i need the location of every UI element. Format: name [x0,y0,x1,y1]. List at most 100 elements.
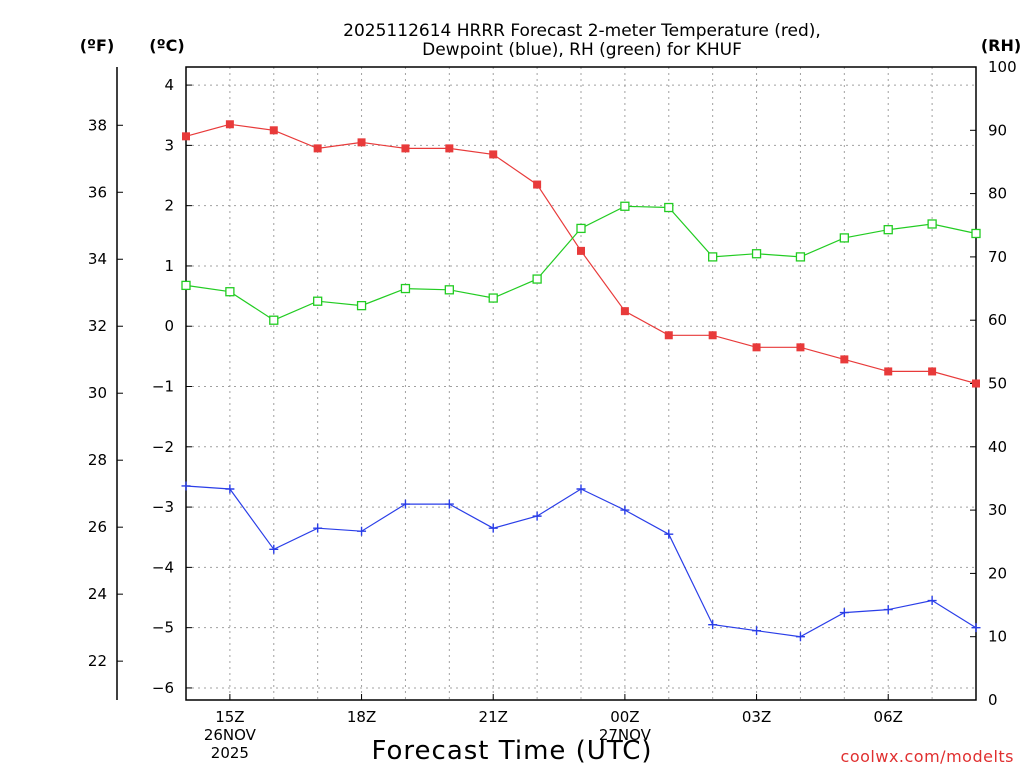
marker-dewpoint [532,511,542,521]
x-tick-label: 26NOV [204,726,257,744]
marker-dewpoint [225,484,235,494]
credit-text: coolwx.com/modelts [841,747,1014,766]
marker-dewpoint [971,623,981,633]
x-tick-label: 15Z [215,708,244,726]
rh-tick-label: 80 [988,185,1007,203]
chart-title-line-2: Dewpoint (blue), RH (green) for KHUF [422,40,742,60]
marker-temperature [884,367,893,376]
marker-rh [751,249,762,259]
marker-temperature [401,144,410,153]
x-axis-title: Forecast Time (UTC) [371,736,652,766]
x-tick-label: 06Z [874,708,903,726]
marker-rh [400,283,411,294]
celsius-tick-label: −1 [152,378,174,396]
marker-temperature [752,343,761,352]
celsius-tick-label: 3 [164,136,174,154]
fahrenheit-tick-label: 34 [88,250,107,268]
marker-dewpoint [752,626,762,636]
marker-temperature [533,180,542,189]
x-tick-label: 18Z [347,708,376,726]
fahrenheit-tick-label: 24 [88,585,107,603]
celsius-tick-label: −6 [152,679,174,697]
marker-dewpoint [576,484,586,494]
marker-dewpoint [313,523,323,533]
celsius-tick-label: 4 [164,76,174,94]
fahrenheit-tick-label: 38 [88,116,107,134]
rh-tick-label: 60 [988,311,1007,329]
axes: −6−5−4−3−2−10123422242628303234363801020… [88,58,1017,762]
marker-temperature [489,150,498,159]
marker-rh [181,280,191,291]
fahrenheit-tick-label: 32 [88,317,107,335]
series [181,120,981,642]
marker-temperature [620,307,629,316]
x-tick-label: 03Z [742,708,771,726]
marker-dewpoint [357,526,367,536]
rh-tick-label: 40 [988,438,1007,456]
rh-tick-label: 50 [988,375,1007,393]
marker-temperature [928,367,937,376]
rh-tick-label: 90 [988,121,1007,139]
plot-frame [185,66,977,701]
rh-tick-label: 0 [988,691,998,709]
marker-temperature [182,132,190,141]
marker-rh [883,225,893,235]
marker-rh [225,287,235,297]
x-tick-label: 00Z [610,708,639,726]
marker-dewpoint [488,523,498,533]
rh-axis-label: (RH) [981,36,1021,55]
marker-dewpoint [620,505,630,515]
marker-rh [708,252,718,262]
marker-rh [971,228,981,239]
marker-temperature [708,331,717,340]
marker-temperature [225,120,234,129]
marker-temperature [972,379,980,388]
celsius-tick-label: 1 [164,257,174,275]
marker-dewpoint [708,620,718,630]
marker-dewpoint [839,608,849,618]
marker-rh [313,296,323,306]
celsius-tick-label: −4 [152,558,174,576]
marker-dewpoint [664,529,674,539]
marker-dewpoint [181,481,191,491]
celsius-tick-label: −5 [152,619,174,637]
marker-dewpoint [444,499,454,509]
x-tick-label: 27NOV [599,726,652,744]
marker-rh [444,285,454,295]
fahrenheit-tick-label: 30 [88,384,107,402]
marker-temperature [796,343,805,352]
celsius-axis-label: (ºC) [149,36,184,55]
fahrenheit-tick-label: 36 [88,183,107,201]
marker-temperature [445,144,454,153]
marker-dewpoint [269,544,279,554]
fahrenheit-tick-label: 22 [88,652,107,670]
marker-temperature [313,144,322,153]
marker-rh [927,219,937,229]
marker-dewpoint [883,605,893,615]
rh-tick-label: 100 [988,58,1017,76]
fahrenheit-tick-label: 26 [88,518,107,536]
marker-dewpoint [927,596,937,606]
marker-temperature [269,126,278,135]
celsius-tick-label: −3 [152,498,174,516]
celsius-tick-label: 2 [164,197,174,215]
rh-tick-label: 20 [988,564,1007,582]
marker-rh [488,293,498,303]
x-tick-label: 2025 [211,744,249,762]
celsius-tick-label: 0 [164,317,174,335]
marker-temperature [664,331,673,340]
rh-tick-label: 70 [988,248,1007,266]
marker-rh [269,315,279,325]
grid [185,67,977,700]
rh-tick-label: 30 [988,501,1007,519]
marker-temperature [840,355,849,364]
fahrenheit-axis-label: (ºF) [80,36,115,55]
marker-rh [664,202,674,213]
marker-rh [356,300,367,311]
rh-tick-label: 10 [988,628,1007,646]
chart-title-line-1: 2025112614 HRRR Forecast 2-meter Tempera… [343,21,821,41]
marker-rh [576,223,586,234]
x-tick-label: 21Z [479,708,508,726]
marker-rh [532,274,542,284]
